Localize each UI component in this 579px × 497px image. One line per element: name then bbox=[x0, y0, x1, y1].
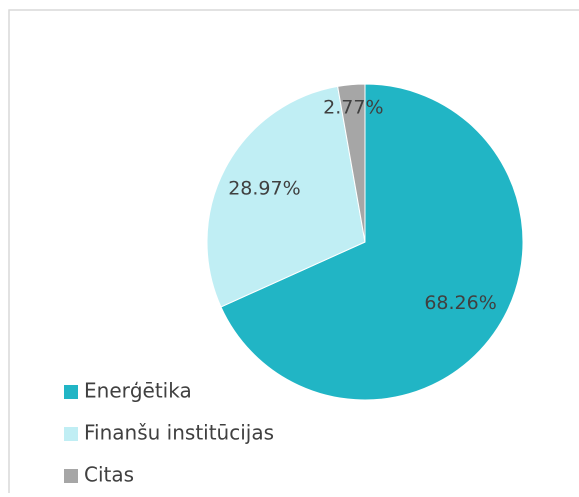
data-label: 2.77% bbox=[323, 97, 383, 119]
data-label: 68.26% bbox=[424, 292, 496, 314]
pie-slice bbox=[337, 83, 366, 243]
legend-label: Enerģētika bbox=[84, 379, 192, 403]
pie-slice bbox=[220, 83, 524, 401]
legend-swatch bbox=[64, 469, 78, 483]
legend-label: Citas bbox=[84, 463, 134, 487]
legend-label: Finanšu institūcijas bbox=[84, 421, 274, 445]
legend-swatch bbox=[64, 385, 78, 399]
data-label: 28.97% bbox=[228, 177, 300, 199]
pie-slice bbox=[206, 85, 366, 308]
legend-swatch bbox=[64, 427, 78, 441]
